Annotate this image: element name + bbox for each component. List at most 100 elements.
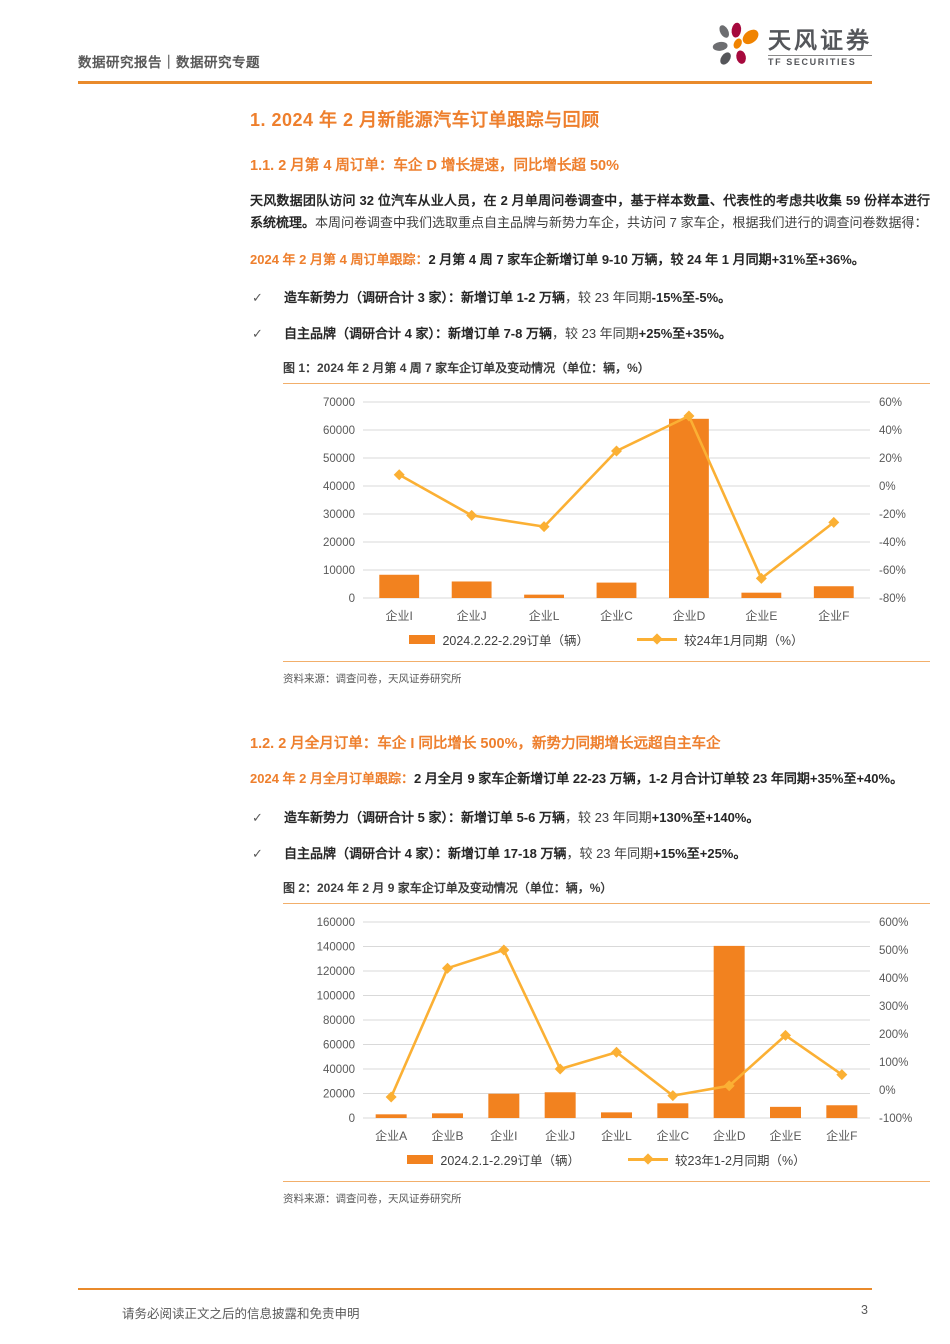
right-axis-tick-label: 400% — [879, 973, 908, 985]
bullet-text: 造车新势力（调研合计 3 家）：新增订单 1-2 万辆，较 23 年同期-15%… — [284, 290, 731, 305]
category-label: 企业I — [386, 608, 413, 623]
check-icon: ✓ — [252, 810, 263, 826]
left-axis-tick-label: 140000 — [317, 942, 355, 954]
line-marker — [466, 510, 478, 522]
category-label: 企业B — [431, 1128, 463, 1143]
left-axis-tick-label: 60000 — [323, 425, 355, 437]
brand-logo: 天风证券 TF SECURITIES — [706, 16, 872, 81]
bar-legend-label: 2024.2.22-2.29订单（辆） — [442, 634, 590, 649]
left-axis-tick-label: 40000 — [323, 1064, 355, 1076]
brand-name-cn: 天风证券 — [768, 27, 872, 54]
left-axis-tick-label: 0 — [349, 593, 355, 605]
category-label: 企业F — [818, 608, 849, 623]
bar — [770, 1107, 801, 1119]
legend-item-line: 较24年1月同期（%） — [637, 630, 804, 649]
right-axis-tick-label: 20% — [879, 453, 902, 465]
right-axis-tick-label: 500% — [879, 945, 908, 957]
subsection-1-2-title: 1.2. 2 月全月订单：车企 I 同比增长 500%，新势力同期增长远超自主车… — [250, 736, 721, 753]
breadcrumb: 数据研究报告｜数据研究专题 — [78, 55, 260, 70]
left-axis-tick-label: 120000 — [317, 966, 355, 978]
intro-paragraph: 天风数据团队访问 32 位汽车从业人员，在 2 月单周问卷调查中，基于样本数量、… — [250, 190, 930, 234]
bar — [488, 1094, 520, 1119]
text-segment: 造车新势力（调研合计 3 家）： — [284, 290, 461, 306]
text-segment: 自主品牌（调研合计 4 家）： — [284, 845, 448, 861]
bullet-text: 造车新势力（调研合计 5 家）：新增订单 5-6 万辆，较 23 年同期+130… — [284, 810, 759, 825]
figure-2-caption: 图 2：2024 年 2 月 9 家车企订单及变动情况（单位：辆，%） — [283, 879, 930, 905]
text-segment: 造车新势力（调研合计 5 家）： — [284, 810, 461, 826]
bar — [451, 581, 492, 599]
bullet-item: ✓ 造车新势力（调研合计 3 家）：新增订单 1-2 万辆，较 23 年同期-15… — [250, 288, 930, 308]
figure-2: 图 2：2024 年 2 月 9 家车企订单及变动情况（单位：辆，%） 1600… — [283, 879, 930, 1206]
line-marker — [498, 944, 510, 956]
bar — [657, 1103, 689, 1119]
footer-disclaimer: 请务必阅读正文之后的信息披露和免责申明 — [122, 1307, 360, 1321]
right-axis-tick-label: 200% — [879, 1029, 908, 1041]
line-marker — [385, 1091, 397, 1103]
text-segment: 自主品牌（调研合计 4 家）： — [284, 325, 448, 341]
category-label: 企业D — [673, 608, 706, 623]
brand-name-en: TF SECURITIES — [768, 54, 872, 67]
right-axis-tick-label: -60% — [879, 565, 906, 577]
bar — [432, 1113, 463, 1119]
right-axis-tick-label: -80% — [879, 593, 906, 605]
category-label: 企业C — [600, 608, 633, 623]
right-axis-tick-label: -40% — [879, 537, 906, 549]
right-axis-tick-label: 60% — [879, 397, 902, 409]
figure-1: 图 1：2024 年 2 月第 4 周 7 家车企订单及变动情况（单位：辆，%）… — [283, 359, 930, 686]
bar — [813, 586, 854, 599]
bar — [601, 1112, 632, 1119]
category-label: 企业A — [375, 1128, 407, 1143]
section-title: 1. 2024 年 2 月新能源汽车订单跟踪与回顾 — [250, 110, 600, 130]
left-axis-tick-label: 20000 — [323, 537, 355, 549]
text-segment: 新增订单 5-6 万辆 — [460, 810, 565, 826]
category-label: 企业J — [457, 608, 487, 623]
left-axis-tick-label: 70000 — [323, 397, 355, 409]
right-axis-tick-label: 0% — [879, 481, 896, 493]
bar — [379, 575, 420, 599]
line-marker — [611, 1047, 622, 1059]
check-icon: ✓ — [252, 290, 263, 306]
page-number: 3 — [861, 1303, 868, 1317]
report-body: 1. 2024 年 2 月新能源汽车订单跟踪与回顾 1.1. 2 月第 4 周订… — [250, 84, 930, 1206]
bullet-item: ✓ 自主品牌（调研合计 4 家）：新增订单 7-8 万辆，较 23 年同期+25%… — [250, 324, 930, 344]
left-axis-tick-label: 50000 — [323, 453, 355, 465]
bullet-text: 自主品牌（调研合计 4 家）：新增订单 7-8 万辆，较 23 年同期+25%至… — [284, 326, 732, 341]
right-axis-tick-label: 300% — [879, 1001, 908, 1013]
line-marker — [554, 1063, 566, 1075]
left-axis-tick-label: 30000 — [323, 509, 355, 521]
left-axis-tick-label: 160000 — [317, 917, 355, 929]
legend-item-bar: 2024.2.22-2.29订单（辆） — [409, 630, 589, 649]
category-label: 企业J — [545, 1128, 575, 1143]
check-icon: ✓ — [252, 325, 263, 341]
text-segment: +15%至+25%。 — [653, 845, 747, 861]
bar — [544, 1092, 576, 1119]
category-label: 企业E — [745, 608, 777, 623]
legend-item-line: 较23年1-2月同期（%） — [628, 1150, 806, 1169]
left-axis-tick-label: 10000 — [323, 565, 355, 577]
bar — [524, 595, 564, 599]
left-axis-tick-label: 80000 — [323, 1015, 355, 1027]
right-axis-tick-label: 100% — [879, 1057, 908, 1069]
text-segment: 天风数据团队访问 32 位汽车从业人员，在 2 月单周问卷调查中，基于样本数量、… — [250, 193, 930, 230]
text-segment: ，较 23 年同期 — [566, 845, 654, 861]
text-segment: 2 月第 4 周 7 家车企新增订单 9-10 万辆，较 24 年 1 月同期+… — [428, 251, 865, 267]
line-marker — [683, 410, 695, 422]
page-header: 数据研究报告｜数据研究专题 天风证券 TF SECURITIES — [78, 0, 872, 84]
left-axis-tick-label: 20000 — [323, 1089, 355, 1101]
text-segment: 新增订单 17-18 万辆 — [447, 845, 567, 861]
week4-lead-paragraph: 2024 年 2 月第 4 周订单跟踪：2 月第 4 周 7 家车企新增订单 9… — [250, 249, 930, 271]
left-axis-tick-label: 40000 — [323, 481, 355, 493]
right-axis-tick-label: -20% — [879, 509, 906, 521]
line-marker — [393, 469, 405, 481]
right-axis-tick-label: 40% — [879, 425, 902, 437]
line-legend-swatch-icon — [637, 633, 678, 645]
bar-legend-swatch-icon — [407, 1155, 434, 1165]
bar-legend-swatch-icon — [409, 635, 436, 645]
month-lead-paragraph: 2024 年 2 月全月订单跟踪：2 月全月 9 家车企新增订单 22-23 万… — [250, 768, 930, 790]
text-segment: 新增订单 1-2 万辆 — [460, 290, 565, 306]
right-axis-tick-label: -100% — [879, 1113, 912, 1125]
bar — [375, 1114, 407, 1119]
line-legend-swatch-icon — [628, 1153, 669, 1165]
text-segment: +130%至+140%。 — [651, 810, 760, 826]
text-segment: -15%至-5%。 — [651, 290, 732, 306]
